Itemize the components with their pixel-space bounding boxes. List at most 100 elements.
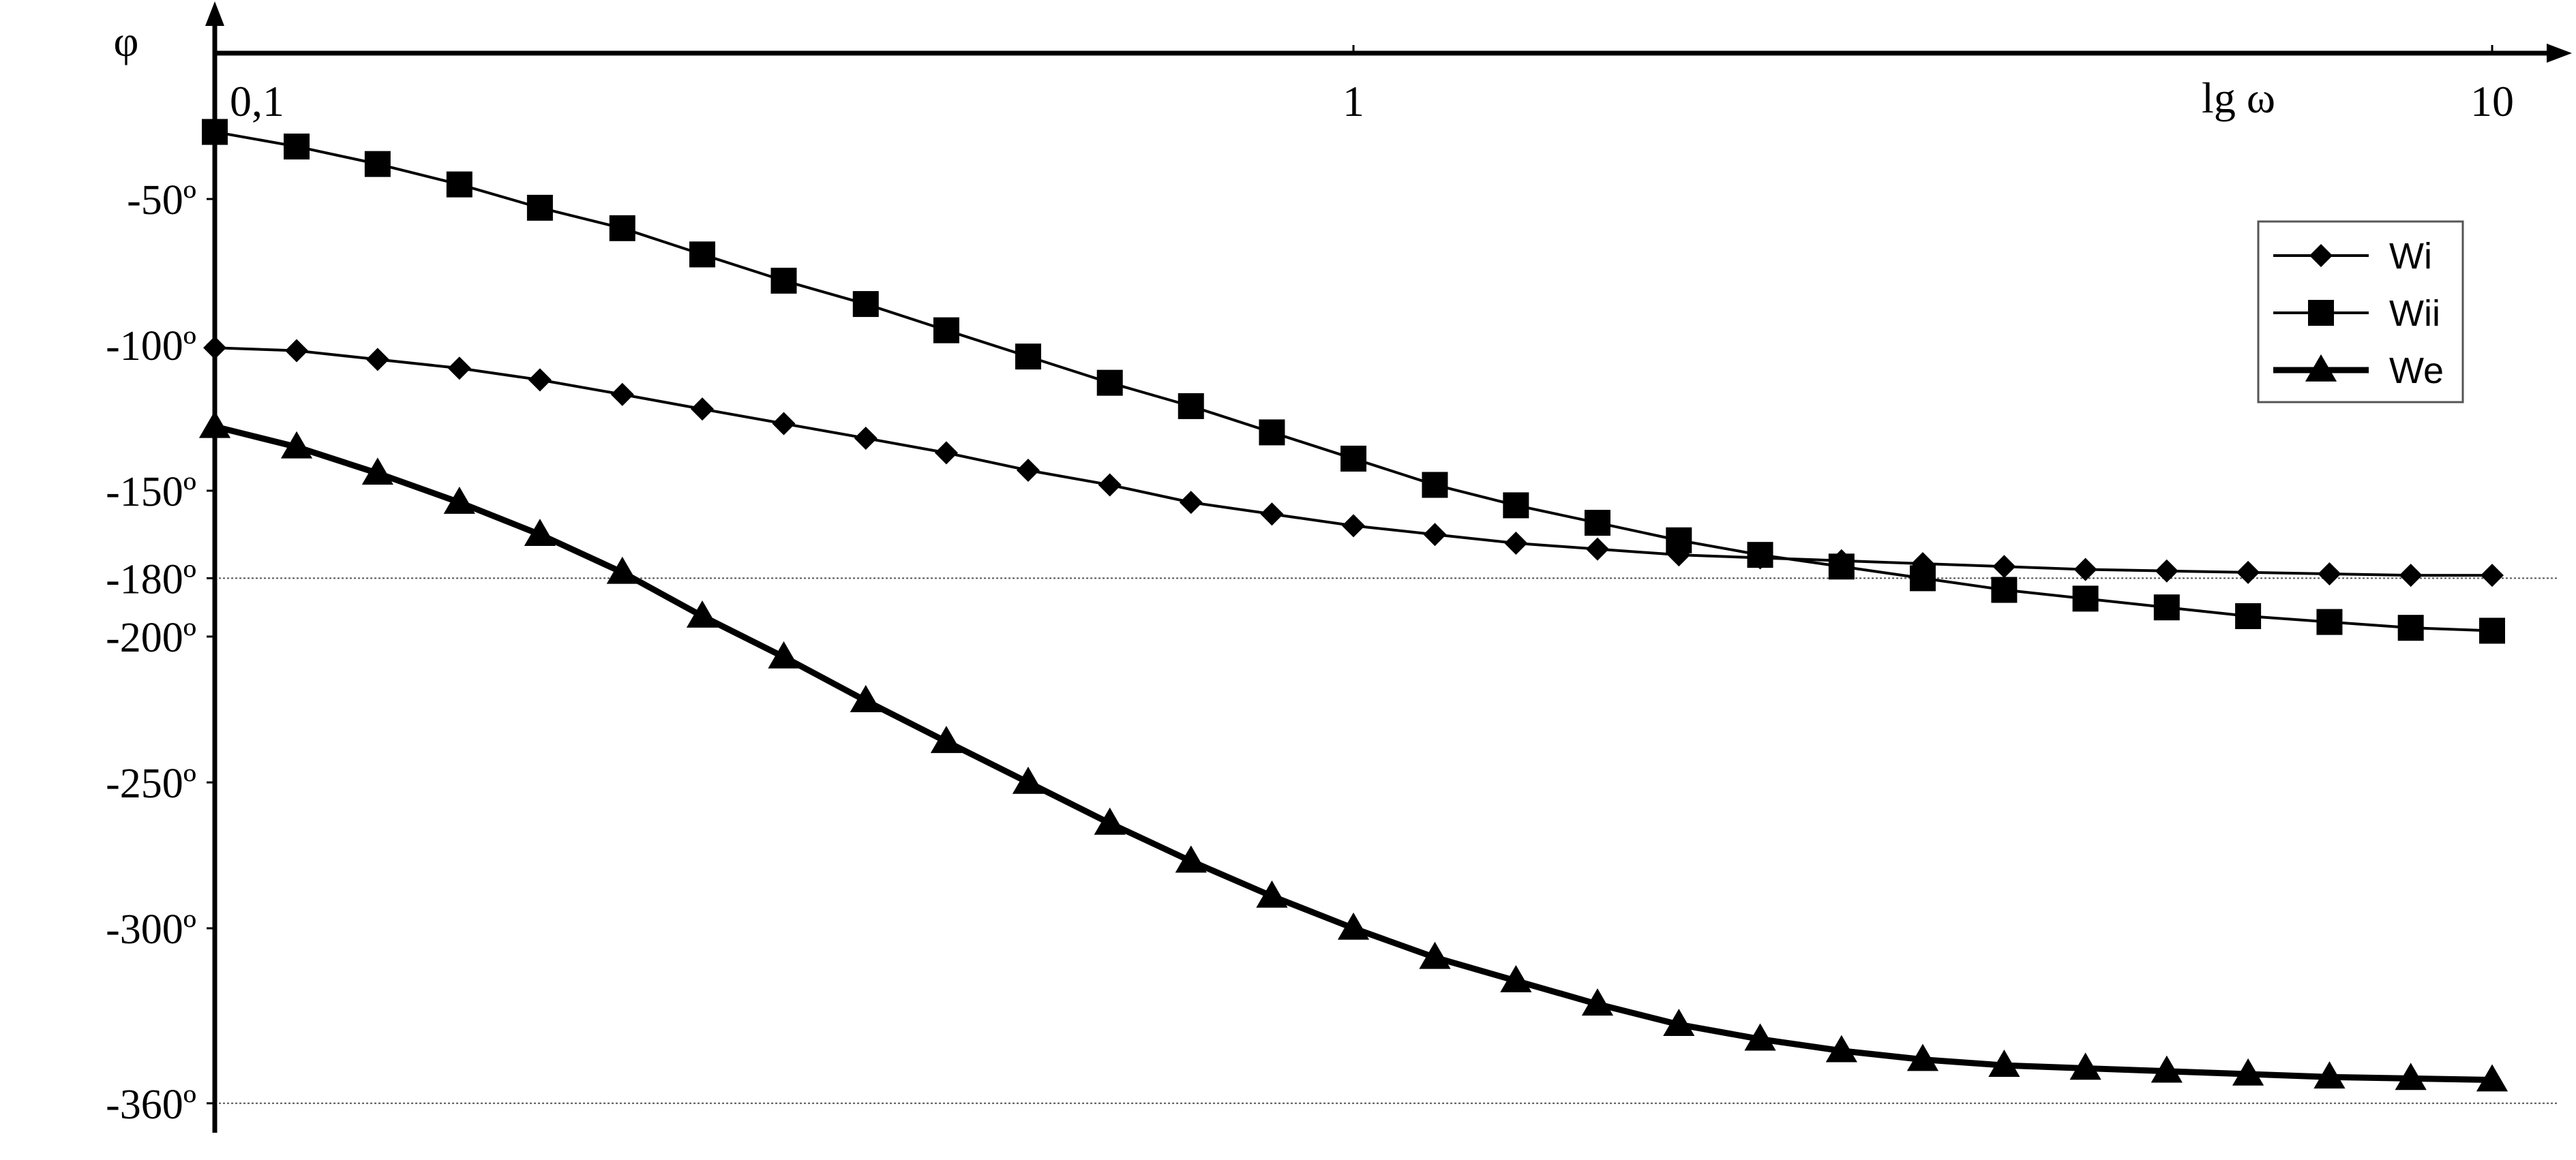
- data-point-wii: [284, 133, 310, 159]
- data-point-wii: [1666, 527, 1692, 553]
- data-point-we: [2069, 1052, 2101, 1080]
- x-tick-label: 10: [2470, 77, 2514, 125]
- series-wii: [202, 119, 2505, 644]
- data-point-we: [2395, 1063, 2427, 1090]
- legend-marker-we: [2305, 354, 2337, 382]
- y-tick-label: -180º: [106, 556, 196, 602]
- data-point-we: [1988, 1050, 2020, 1077]
- data-point-wi: [854, 426, 878, 450]
- series-line-wii: [214, 130, 2493, 632]
- legend-label-wii: Wii: [2389, 293, 2440, 334]
- data-point-we: [1012, 766, 1045, 794]
- legend-marker-wi: [2309, 244, 2333, 267]
- data-point-we: [1500, 964, 1532, 992]
- data-point-wii: [852, 291, 879, 318]
- data-point-we: [2151, 1055, 2183, 1083]
- data-point-wii: [1422, 472, 1448, 498]
- reference-lines: [215, 577, 2557, 1104]
- data-point-wi: [1342, 514, 1365, 538]
- data-point-wi: [447, 356, 471, 380]
- data-point-wi: [1016, 459, 1040, 483]
- data-point-wi: [365, 348, 389, 371]
- data-point-wii: [2479, 617, 2505, 644]
- y-tick-label: -100º: [106, 323, 196, 369]
- data-point-we: [1744, 1023, 1776, 1051]
- data-point-wi: [1585, 537, 1609, 561]
- data-point-we: [686, 600, 719, 628]
- y-tick-label: -300º: [106, 906, 196, 953]
- data-point-wi: [2155, 559, 2178, 583]
- data-point-wi: [934, 441, 958, 465]
- data-point-we: [2232, 1058, 2264, 1086]
- data-point-we: [1337, 912, 1370, 940]
- data-point-we: [280, 431, 313, 459]
- data-point-wi: [2399, 564, 2423, 587]
- data-point-wi: [1260, 502, 1284, 526]
- series-we: [198, 410, 2508, 1092]
- data-point-we: [1581, 988, 1614, 1016]
- data-point-wii: [2072, 585, 2099, 612]
- data-point-wii: [1178, 393, 1204, 419]
- data-point-we: [1175, 845, 1207, 873]
- data-point-wii: [1096, 369, 1123, 396]
- data-point-wii: [933, 317, 959, 344]
- data-point-wii: [1747, 542, 1773, 568]
- y-tick-label: -250º: [106, 761, 196, 807]
- data-point-wii: [446, 171, 473, 198]
- data-point-wi: [528, 368, 552, 392]
- y-tick-label: -150º: [106, 469, 196, 515]
- data-point-we: [1663, 1009, 1695, 1037]
- data-point-wii: [202, 119, 228, 145]
- series-layer: [198, 119, 2508, 1092]
- series-wi: [203, 336, 2504, 587]
- y-tick-label: -50º: [127, 177, 196, 224]
- data-point-we: [443, 487, 475, 514]
- y-axis-arrow: [205, 1, 224, 26]
- data-point-wi: [285, 339, 309, 363]
- data-point-wii: [1828, 553, 1855, 580]
- data-point-we: [524, 519, 556, 546]
- data-point-we: [850, 685, 882, 712]
- data-point-wii: [2153, 594, 2180, 621]
- data-point-we: [1825, 1035, 1857, 1063]
- data-point-wii: [364, 151, 391, 177]
- legend-entry-wii: Wii: [2273, 293, 2440, 334]
- data-point-wi: [2073, 558, 2097, 581]
- ticks: 0,1 1 10 -50º -100º -150º -180º -200º -250º -300º…: [106, 45, 2514, 1128]
- data-point-wi: [203, 336, 226, 360]
- data-point-wi: [1423, 523, 1447, 547]
- data-point-wi: [1992, 555, 2016, 579]
- data-point-wi: [1179, 491, 1203, 515]
- data-point-wi: [690, 397, 714, 421]
- data-point-we: [1256, 880, 1288, 908]
- data-point-wi: [2236, 560, 2260, 584]
- data-point-wii: [689, 241, 715, 268]
- y-tick-label: -200º: [106, 615, 196, 661]
- axes: φ lg ω: [114, 1, 2572, 1133]
- data-point-we: [606, 556, 638, 584]
- data-point-we: [361, 457, 393, 485]
- data-point-wii: [609, 215, 635, 241]
- legend-label-wi: Wi: [2389, 236, 2432, 277]
- data-point-we: [1419, 941, 1451, 969]
- legend-entry-wi: Wi: [2273, 236, 2432, 277]
- data-point-wii: [1909, 565, 1936, 592]
- data-point-we: [2313, 1061, 2346, 1089]
- data-point-we: [2476, 1064, 2508, 1092]
- data-point-wii: [1259, 419, 1285, 446]
- data-point-wii: [2397, 615, 2424, 641]
- data-point-wii: [2316, 609, 2343, 635]
- x-tick-label: 1: [1343, 77, 1364, 125]
- data-point-wi: [772, 412, 796, 436]
- data-point-we: [1094, 807, 1126, 835]
- data-point-wii: [770, 267, 797, 294]
- data-point-wii: [1503, 492, 1529, 519]
- data-point-wi: [1098, 473, 1122, 497]
- data-point-wii: [1584, 510, 1611, 536]
- data-point-wii: [1015, 344, 1041, 370]
- data-point-wi: [2318, 562, 2341, 585]
- data-point-wi: [610, 382, 634, 406]
- x-tick-label: 0,1: [230, 77, 284, 125]
